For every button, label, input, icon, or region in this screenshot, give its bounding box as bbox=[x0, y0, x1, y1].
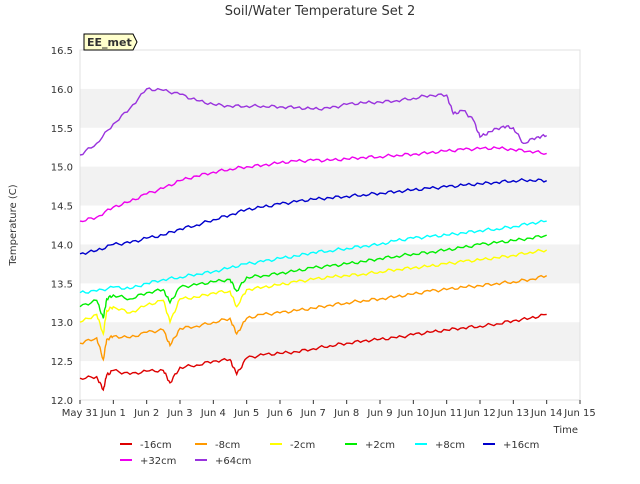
legend-label: +16cm bbox=[503, 440, 539, 451]
y-tick-label: 14.0 bbox=[51, 240, 73, 251]
y-axis-label: Temperature (C) bbox=[8, 184, 19, 266]
x-tick-label: Jun 10 bbox=[397, 408, 430, 419]
y-tick-label: 13.0 bbox=[51, 318, 73, 329]
series-line-8cm bbox=[79, 219, 547, 294]
series-line-16cm bbox=[79, 177, 547, 256]
x-tick-label: Jun 8 bbox=[333, 408, 359, 419]
grid-bands bbox=[80, 88, 580, 362]
x-tick-label: Jun 5 bbox=[233, 408, 259, 419]
badge-label: EE_met bbox=[87, 36, 132, 49]
x-tick-label: Jun 14 bbox=[530, 408, 563, 419]
x-tick-label: Jun 15 bbox=[563, 408, 596, 419]
x-tick-label: Jun 3 bbox=[166, 408, 192, 419]
x-tick-label: Jun 6 bbox=[266, 408, 292, 419]
series-line-64cm bbox=[79, 87, 548, 156]
grid-band bbox=[80, 322, 580, 362]
y-tick-label: 15.0 bbox=[51, 163, 73, 174]
x-tick-label: May 31 bbox=[62, 408, 99, 419]
legend: -16cm -8cm -2cm +2cm +8cm +16cm +32cm +64cm bbox=[120, 440, 539, 467]
x-tick-label: Jun 9 bbox=[366, 408, 392, 419]
x-axis-label: Time bbox=[553, 425, 578, 436]
series-lines bbox=[79, 87, 548, 392]
legend-label: +64cm bbox=[215, 456, 251, 467]
y-axis-ticks: 12.0 12.5 13.0 13.5 14.0 14.5 15.0 15.5 16.0 16.5 bbox=[51, 46, 73, 407]
x-tick-label: Jun 11 bbox=[430, 408, 463, 419]
y-tick-label: 16.0 bbox=[51, 85, 73, 96]
chart-title: Soil/Water Temperature Set 2 bbox=[225, 4, 416, 19]
y-tick-label: 12.0 bbox=[51, 396, 73, 407]
y-tick-label: 12.5 bbox=[51, 357, 73, 368]
series-line-32cm bbox=[79, 146, 547, 223]
y-tick-label: 16.5 bbox=[51, 46, 73, 57]
x-tick-label: Jun 12 bbox=[463, 408, 496, 419]
legend-label: +32cm bbox=[140, 456, 176, 467]
y-tick-label: 13.5 bbox=[51, 279, 73, 290]
series-line-8cm bbox=[79, 274, 548, 362]
legend-label: -16cm bbox=[140, 440, 172, 451]
x-tick-label: Jun 4 bbox=[200, 408, 226, 419]
series-line-2cm bbox=[79, 234, 547, 319]
legend-label: +2cm bbox=[365, 440, 395, 451]
y-tick-label: 14.5 bbox=[51, 202, 73, 213]
x-tick-label: Jun 2 bbox=[133, 408, 159, 419]
x-axis-ticks: May 31 Jun 1 Jun 2 Jun 3 Jun 4 Jun 5 Jun 6 Jun … bbox=[62, 400, 596, 419]
series-line-2cm bbox=[79, 248, 548, 337]
badge-box bbox=[83, 33, 138, 51]
station-badge: EE_met bbox=[83, 33, 138, 51]
plot-area bbox=[79, 49, 581, 401]
y-tick-label: 15.5 bbox=[51, 124, 73, 135]
grid-band bbox=[80, 166, 580, 206]
x-tick-label: Jun 7 bbox=[300, 408, 326, 419]
series-line-16cm bbox=[79, 313, 547, 392]
x-tick-label: Jun 13 bbox=[497, 408, 530, 419]
legend-label: -8cm bbox=[215, 440, 240, 451]
legend-label: +8cm bbox=[435, 440, 465, 451]
legend-label: -2cm bbox=[290, 440, 315, 451]
x-tick-label: Jun 1 bbox=[100, 408, 126, 419]
